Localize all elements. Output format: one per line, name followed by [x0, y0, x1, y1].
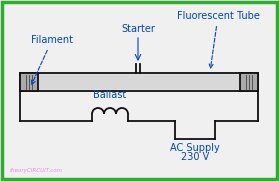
- Text: Ballast: Ballast: [93, 90, 127, 100]
- FancyBboxPatch shape: [240, 73, 258, 91]
- Text: 230 V: 230 V: [181, 152, 209, 162]
- FancyBboxPatch shape: [20, 73, 258, 91]
- FancyBboxPatch shape: [39, 75, 239, 89]
- Text: Fluorescent Tube: Fluorescent Tube: [177, 11, 259, 68]
- FancyBboxPatch shape: [2, 2, 277, 179]
- Text: Filament: Filament: [31, 35, 73, 84]
- Text: Starter: Starter: [121, 24, 155, 34]
- Text: theoryCIRCUIT.com: theoryCIRCUIT.com: [10, 168, 63, 173]
- FancyBboxPatch shape: [20, 73, 38, 91]
- Text: AC Supply: AC Supply: [170, 143, 220, 153]
